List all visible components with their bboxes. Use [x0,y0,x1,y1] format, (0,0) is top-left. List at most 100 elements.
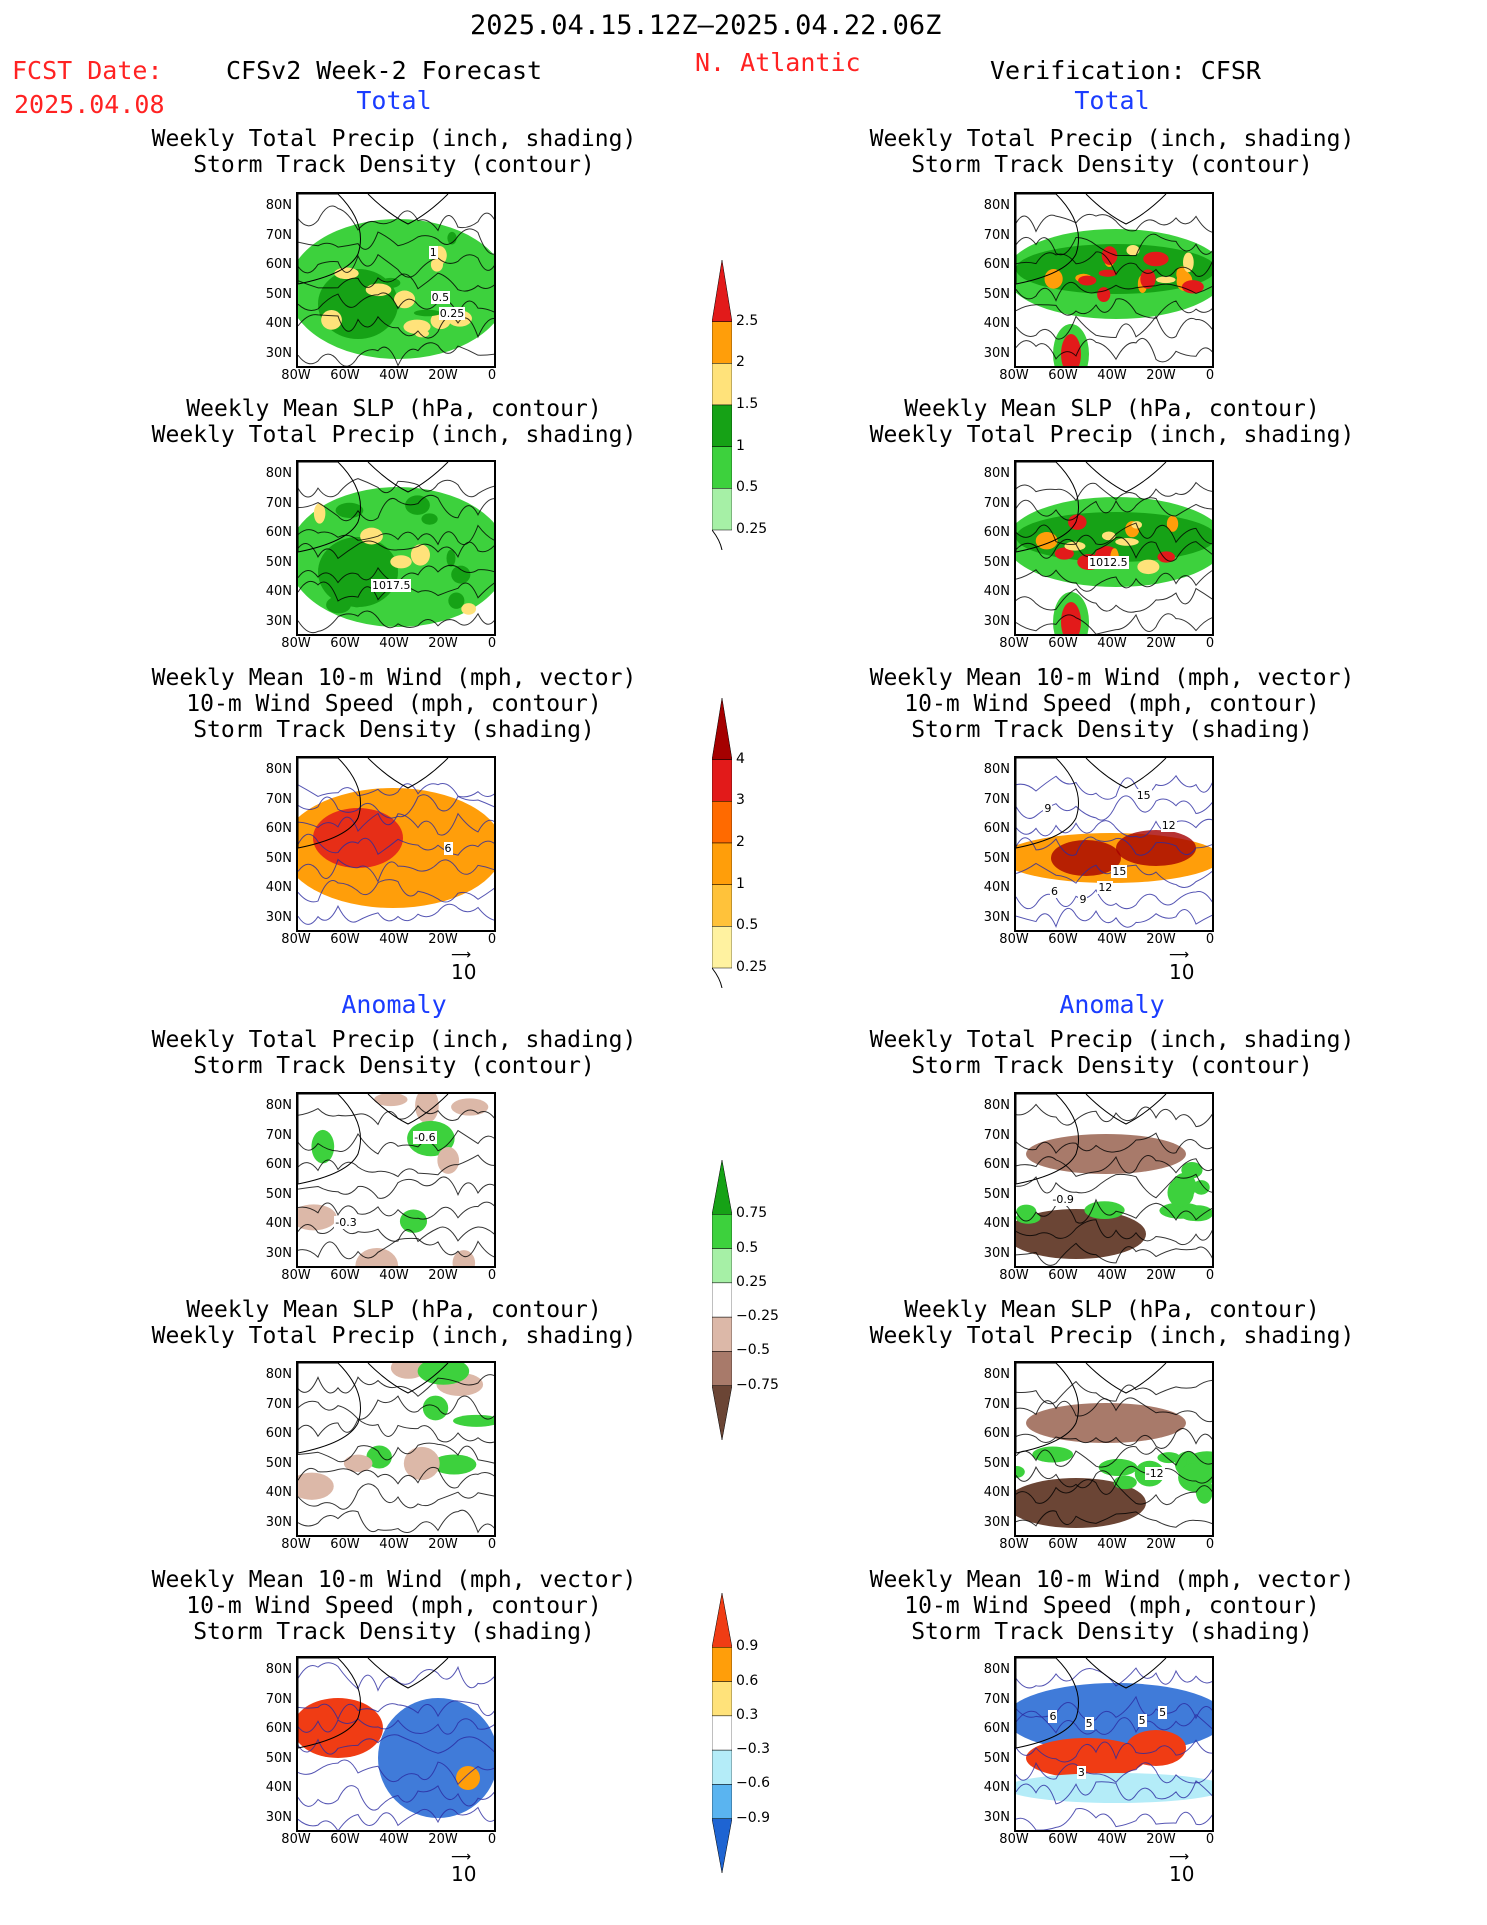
lat-label: 80N [265,1662,292,1677]
colorbar-label: 0.5 [736,917,759,934]
colorbar-label: 1 [736,875,745,892]
lat-label: 70N [983,1691,1010,1707]
lat-label: 80N [265,1367,292,1382]
map-panel: 1012.5 [1014,460,1214,636]
contour-label: 1012.5 [1088,556,1129,570]
map-panel: -0.3 -0.6 [296,1092,496,1268]
lat-label: 50N [983,1750,1010,1766]
panel-title-line: Weekly Mean 10-m Wind (mph, vector) [869,665,1355,691]
map-panel [1014,192,1214,368]
map-field [1016,758,1212,928]
lat-label: 60N [983,257,1010,272]
colorbar-label: 0.25 [736,959,768,975]
contour-label: 12 [1097,880,1114,894]
lon-label: 0 [1205,1537,1215,1552]
lat-label: 40N [265,880,292,895]
lat-label: 70N [265,1396,292,1412]
colorbar-label: 0.6 [736,1672,759,1689]
lon-label: 0 [1205,1268,1215,1283]
section-label: Anomaly [1059,990,1165,1019]
panel-title-line: Weekly Mean SLP (hPa, contour) [186,396,602,422]
lon-label: 0 [1205,636,1215,651]
map-field [1016,462,1212,634]
map-field [1016,1658,1212,1830]
lat-label: 30N [265,613,292,629]
colorbar-label: 1 [736,437,745,454]
fcst-date: 2025.04.08 [14,90,165,119]
colorbar-label: 3 [736,792,745,809]
colorbar-label: −0.5 [736,1342,770,1359]
panel-title-line: Weekly Mean SLP (hPa, contour) [904,396,1320,422]
lon-label: 40W [379,636,409,651]
lat-label: 80N [265,198,292,213]
map-field [1016,1094,1212,1266]
verification-title: Verification: CFSR [990,56,1261,85]
map-field [298,758,494,925]
contour-label: 15 [1135,789,1152,803]
lon-label: 0 [1205,932,1215,947]
lon-label: 20W [428,1537,458,1552]
map-panel [296,1656,496,1832]
lon-label: 0 [1205,1832,1215,1847]
lat-label: 70N [265,791,292,807]
lat-label: 40N [265,1216,292,1231]
lon-label: 40W [1097,636,1127,651]
colorbar-label: 2.5 [736,312,759,329]
lat-label: 40N [265,1485,292,1500]
lon-label: 40W [1097,1537,1127,1552]
lon-label: 40W [379,1537,409,1552]
colorbar-label: 4 [736,750,745,767]
map-field [1016,1363,1212,1528]
lon-label: 0 [487,1832,497,1847]
lat-label: 50N [983,286,1010,302]
lon-label: 80W [281,932,311,947]
lon-label: 80W [281,1537,311,1552]
lat-label: 60N [265,821,292,836]
lat-label: 40N [983,1216,1010,1231]
lat-label: 70N [983,1127,1010,1143]
lat-label: 50N [265,554,292,570]
lat-label: 60N [265,1426,292,1441]
contour-label: 6 [1048,1709,1058,1723]
lat-label: 40N [265,1780,292,1795]
lon-label: 40W [1097,368,1127,383]
map-panel [296,1361,496,1537]
lat-label: 30N [265,345,292,361]
colorbar-storm_anom [712,1593,732,1873]
colorbar-storm_total [712,698,732,988]
colorbar-label: −0.9 [736,1809,770,1826]
lat-label: 70N [265,1691,292,1707]
lon-label: 80W [999,1832,1029,1847]
lat-label: 70N [983,791,1010,807]
lon-label: 80W [281,1832,311,1847]
colorbar-precip_total [712,260,732,550]
lat-label: 60N [983,1426,1010,1441]
colorbar-label: 0.3 [736,1706,759,1723]
lat-label: 50N [265,1750,292,1766]
lat-label: 40N [983,880,1010,895]
contour-label: 6 [443,841,453,855]
lon-label: 20W [1146,368,1176,383]
lat-label: 30N [265,1245,292,1261]
map-panel: 0.25 0.5 1 [296,192,496,368]
panel-title-line: Storm Track Density (shading) [193,1619,595,1645]
lat-label: 30N [983,1514,1010,1530]
map-field [298,194,494,366]
lon-label: 60W [330,1832,360,1847]
lat-label: 80N [983,466,1010,481]
colorbar-label: 0.75 [736,1205,768,1222]
map-panel: -0.9 [1014,1092,1214,1268]
panel-title-line: 10-m Wind Speed (mph, contour) [186,1593,602,1619]
lon-label: 20W [1146,636,1176,651]
lon-label: 20W [428,1268,458,1283]
lat-label: 70N [983,227,1010,243]
panel-title-line: Weekly Total Precip (inch, shading) [869,126,1355,152]
contour-label: 6 [1049,885,1059,899]
colorbar-label: 0.25 [736,1273,768,1290]
lat-label: 30N [983,1809,1010,1825]
contour-label: -12 [1144,1467,1165,1481]
map-field [1016,194,1212,366]
panel-title-line: Storm Track Density (contour) [911,152,1313,178]
lon-label: 60W [330,1268,360,1283]
map-field [298,1363,494,1534]
